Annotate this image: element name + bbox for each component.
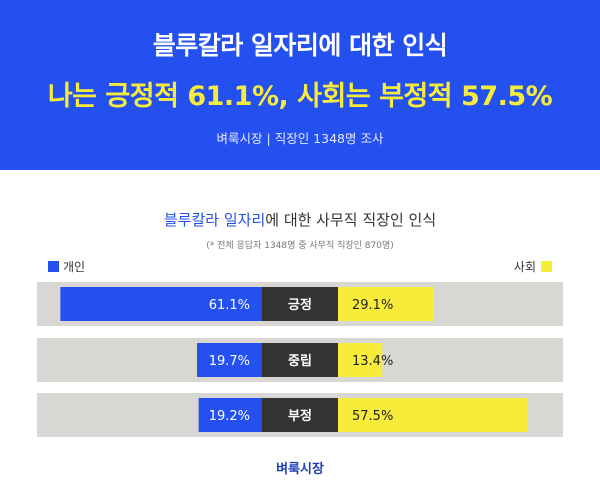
header-banner: 블루칼라 일자리에 대한 인식 나는 긍정적 61.1%, 사회는 부정적 57… — [0, 0, 600, 170]
category-label: 긍정 — [288, 297, 312, 313]
legend-society: 사회 — [514, 258, 552, 275]
chart-title: 블루칼라 일자리에 대한 사무직 직장인 인식 — [0, 209, 600, 230]
footer-logo: 벼룩시장 — [276, 462, 324, 477]
legend-label-society: 사회 — [513, 260, 536, 274]
bar-society — [338, 398, 528, 432]
category-label: 중립 — [288, 354, 312, 369]
legend-swatch-personal — [48, 261, 59, 272]
value-label-personal: 19.7% — [209, 354, 250, 369]
bar-society — [338, 343, 383, 377]
category-box — [262, 287, 338, 321]
value-label-personal: 19.2% — [209, 409, 250, 424]
legend-personal: 개인 — [48, 258, 85, 275]
bar-personal — [60, 287, 263, 321]
chart-note: (* 전체 응답자 1348명 중 사무직 직장인 870명) — [206, 241, 394, 251]
bar-personal — [196, 343, 262, 377]
value-label-society: 29.1% — [352, 298, 393, 313]
chart-title-highlight: 블루칼라 일자리 — [163, 211, 266, 229]
value-label-society: 57.5% — [352, 409, 393, 424]
category-box — [262, 398, 338, 432]
header-source: 벼룩시장 | 직장인 1348명 조사 — [216, 131, 384, 146]
bar-personal — [198, 398, 262, 432]
header-title: 블루칼라 일자리에 대한 인식 — [152, 31, 448, 60]
category-box — [262, 343, 338, 377]
value-label-society: 13.4% — [352, 354, 393, 369]
value-label-personal: 61.1% — [209, 298, 250, 313]
legend-swatch-society — [541, 261, 552, 272]
header-headline: 나는 긍정적 61.1%, 사회는 부정적 57.5% — [47, 81, 553, 112]
legend-label-personal: 개인 — [63, 260, 86, 274]
chart-title-rest: 에 대한 사무직 직장인 인식 — [265, 211, 437, 229]
bar-society — [338, 287, 435, 321]
category-label: 부정 — [288, 408, 312, 424]
